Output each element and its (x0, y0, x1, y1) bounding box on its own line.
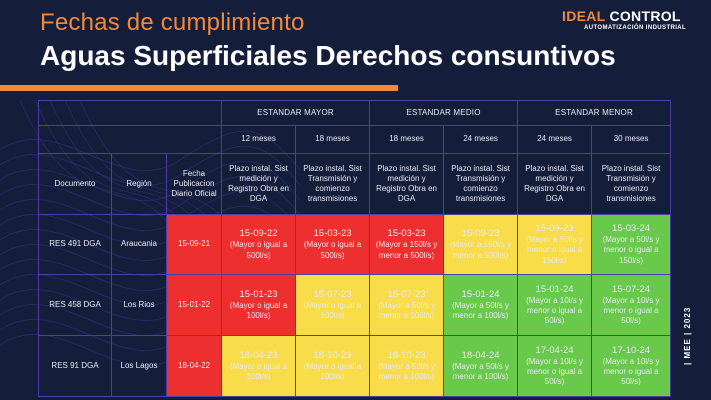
column-header-fecha: Fecha Publicacion Diario Oficial (165, 153, 223, 215)
column-header-plazo: Plazo instal. Sist Transmisión y comienz… (295, 153, 371, 215)
header-blank (37, 100, 223, 126)
deadline-date: 15-07-23 (313, 288, 352, 300)
logo-word-2: CONTROL (609, 8, 681, 24)
deadline-date: 15-09-23 (461, 228, 500, 240)
deadline-cell: 15-07-23 (Mayor o igual a 100l/s) (295, 274, 371, 336)
table-row: RES 91 DGA Los Lagos 18-04-22 18-04-23 (M… (38, 335, 672, 397)
deadline-date: 15-09-22 (239, 228, 278, 240)
deadline-condition: (Mayor o igual a 500l/s) (303, 240, 362, 260)
deadline-cell: 15-01-24 (Mayor a 10l/s y menor o igual a… (517, 274, 593, 336)
logo-tagline: AUTOMATIZACIÓN INDUSTRIAL (584, 25, 687, 31)
deadline-condition: (Mayor a 50l/s y menor a 100l/s) (452, 361, 509, 382)
region-cell: Los Rios (111, 274, 167, 336)
deadline-condition: (Mayor a 10l/s y menor o igual a 50l/s) (526, 295, 583, 326)
deadline-condition: (Mayor a 10l/s y menor o igual a 50l/s) (526, 356, 583, 387)
logo-word-1: IDEAL (562, 8, 606, 24)
page-title-line-1: Fechas de cumplimiento (40, 9, 305, 36)
table-row: RES 458 DGA Los Rios 15-01-22 15-01-23 (M… (38, 274, 672, 336)
deadline-date: 15-09-23 (535, 223, 574, 235)
column-header-plazo: Plazo instal. Sist Transmisión y comienz… (591, 153, 672, 215)
deadline-condition: (Mayor a 50l/s y menor o igual a 150l/s) (526, 235, 583, 265)
deadline-cell: 15-09-23 (Mayor a 150l/s y menor a 500l/s… (443, 214, 519, 275)
deadline-date: 15-03-23 (387, 228, 426, 240)
deadline-cell: 15-03-23 (Mayor o igual a 500l/s) (295, 214, 371, 275)
deadline-condition: (Mayor a 150l/s y menor a 500l/s) (449, 240, 512, 260)
column-header-row: Documento Región Fecha Publicacion Diari… (38, 153, 672, 215)
period-cell: 30 meses (591, 125, 672, 154)
deadline-condition: (Mayor o igual a 100l/s) (229, 300, 288, 321)
deadline-date: 18-10-23 (387, 349, 426, 361)
deadline-cell: 18-04-23 (Mayor o igual a 100l/s) (221, 335, 297, 397)
deadline-date: 15-01-24 (461, 288, 500, 300)
period-cell: 18 meses (295, 125, 371, 154)
column-header-documento: Documento (38, 153, 112, 215)
column-header-plazo: Plazo instal. Sist medición y Registro O… (369, 153, 445, 215)
fecha-cell: 18-04-22 (165, 335, 223, 397)
deadline-condition: (Mayor a 50l/s y menor a 100l/s) (378, 300, 435, 321)
column-header-region: Región (111, 153, 167, 215)
deadline-cell: 15-07-23 (Mayor a 50l/s y menor a 100l/s) (369, 274, 445, 336)
group-estandar-medio: ESTANDAR MEDIO (369, 100, 519, 126)
table-row: RES 491 DGA Araucania 15-09-21 15-09-22(… (38, 214, 672, 275)
fecha-cell: 15-09-21 (165, 214, 223, 275)
deadline-condition: (Mayor a 50l/s y menor a 100l/s) (378, 361, 435, 382)
region-cell: Los Lagos (111, 335, 167, 397)
deadline-cell: 18-10-23 (Mayor o igual a 100l/s) (295, 335, 371, 397)
period-cell: 24 meses (517, 125, 593, 154)
deadline-cell: 18-04-24 (Mayor a 50l/s y menor a 100l/s) (443, 335, 519, 397)
deadline-date: 15-01-23 (239, 288, 278, 300)
company-logo: IDEAL CONTROL AUTOMATIZACIÓN INDUSTRIAL (562, 8, 702, 36)
column-header-plazo: Plazo instal. Sist Transmisión y comienz… (443, 153, 519, 215)
deadline-cell: 15-09-23 (Mayor a 50l/s y menor o igual a… (517, 214, 593, 275)
period-cell: 18 meses (369, 125, 445, 154)
deadline-date: 17-04-24 (535, 344, 574, 356)
deadline-condition: (Mayor a 10l/s y menor o igual a 50l/s) (602, 295, 660, 326)
period-cell: 12 meses (221, 125, 297, 154)
title-underline-bar (0, 85, 398, 91)
deadline-date: 15-01-24 (535, 283, 574, 295)
deadline-cell: 15-09-22 (Mayor o igual a 500l/s) (221, 214, 297, 275)
deadline-cell: 15-01-23 (Mayor o igual a 100l/s) (221, 274, 297, 336)
deadline-cell: 18-10-23 (Mayor a 50l/s y menor a 100l/s) (369, 335, 445, 397)
deadline-cell: 15-07-24 (Mayor a 10l/s y menor o igual a… (591, 274, 672, 336)
deadline-condition: (Mayor a 50l/s y menor o igual a 150l/s) (602, 235, 660, 265)
group-estandar-menor: ESTANDAR MENOR (517, 100, 672, 126)
compliance-table: ESTANDAR MAYOR ESTANDAR MEDIO ESTANDAR M… (37, 100, 672, 397)
column-header-plazo: Plazo instal. Sist medición y Registro O… (221, 153, 297, 215)
deadline-cell: 17-10-24 (Mayor a 10l/s y menor o igual a… (591, 335, 672, 397)
documento-cell: RES 91 DGA (38, 335, 112, 397)
deadline-cell: 17-04-24 (Mayor a 10l/s y menor o igual a… (517, 335, 593, 397)
column-header-plazo: Plazo instal. Sist medición y Registro O… (517, 153, 593, 215)
documento-cell: RES 458 DGA (38, 274, 112, 336)
documento-cell: RES 491 DGA (38, 214, 112, 275)
header-blank (37, 125, 223, 154)
deadline-condition: (Mayor a 50l/s y menor a 100l/s) (452, 300, 509, 321)
period-cell: 24 meses (443, 125, 519, 154)
period-header-row: 12 meses 18 meses 18 meses 24 meses 24 m… (37, 125, 672, 154)
deadline-date: 18-04-23 (239, 349, 278, 361)
region-cell: Araucania (111, 214, 167, 275)
deadline-date: 15-03-24 (612, 223, 651, 235)
logo-wordmark: IDEAL CONTROL (562, 8, 681, 24)
deadline-condition: (Mayor o igual a 100l/s) (303, 361, 362, 382)
deadline-date: 15-07-23 (387, 288, 426, 300)
fecha-cell: 15-01-22 (165, 274, 223, 336)
deadline-cell: 15-03-24 (Mayor a 50l/s y menor o igual a… (591, 214, 672, 275)
deadline-date: 15-07-24 (612, 283, 651, 295)
deadline-condition: (Mayor a 150l/s y menor a 500l/s) (375, 240, 438, 260)
page-title-line-2: Aguas Superficiales Derechos consuntivos (40, 40, 616, 71)
deadline-condition: (Mayor o igual a 100l/s) (229, 361, 288, 382)
deadline-cell: 15-03-23 (Mayor a 150l/s y menor a 500l/s… (369, 214, 445, 275)
side-label: | MEE | 2023 (683, 306, 692, 365)
group-estandar-mayor: ESTANDAR MAYOR (221, 100, 371, 126)
deadline-condition: (Mayor o igual a 500l/s) (229, 240, 288, 260)
deadline-condition: (Mayor o igual a 100l/s) (303, 300, 362, 321)
deadline-cell: 15-01-24 (Mayor a 50l/s y menor a 100l/s) (443, 274, 519, 336)
deadline-condition: (Mayor a 10l/s y menor o igual a 50l/s) (602, 356, 660, 387)
deadline-date: 17-10-24 (612, 344, 651, 356)
deadline-date: 18-04-24 (461, 349, 500, 361)
deadline-date: 15-03-23 (313, 228, 352, 240)
deadline-date: 18-10-23 (313, 349, 352, 361)
group-header-row: ESTANDAR MAYOR ESTANDAR MEDIO ESTANDAR M… (37, 100, 672, 126)
